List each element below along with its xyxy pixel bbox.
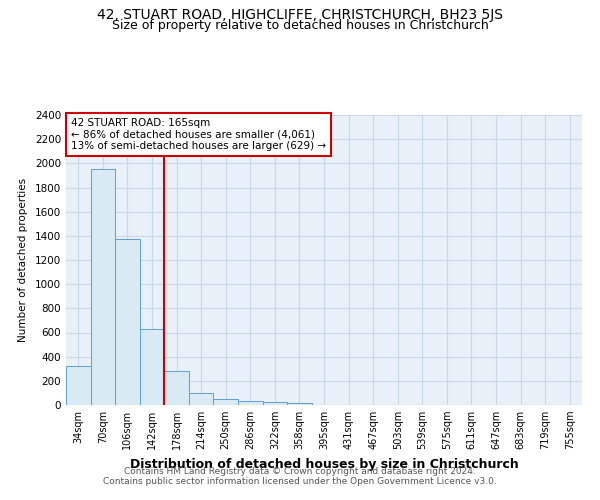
Text: Contains public sector information licensed under the Open Government Licence v3: Contains public sector information licen… xyxy=(103,477,497,486)
X-axis label: Distribution of detached houses by size in Christchurch: Distribution of detached houses by size … xyxy=(130,458,518,470)
Text: 42 STUART ROAD: 165sqm
← 86% of detached houses are smaller (4,061)
13% of semi-: 42 STUART ROAD: 165sqm ← 86% of detached… xyxy=(71,118,326,151)
Bar xyxy=(238,402,263,405)
Text: 42, STUART ROAD, HIGHCLIFFE, CHRISTCHURCH, BH23 5JS: 42, STUART ROAD, HIGHCLIFFE, CHRISTCHURC… xyxy=(97,8,503,22)
Bar xyxy=(115,240,140,405)
Y-axis label: Number of detached properties: Number of detached properties xyxy=(18,178,28,342)
Bar xyxy=(214,399,238,405)
Text: Size of property relative to detached houses in Christchurch: Size of property relative to detached ho… xyxy=(112,18,488,32)
Bar xyxy=(164,370,189,405)
Bar xyxy=(263,402,287,405)
Bar xyxy=(66,366,91,405)
Bar xyxy=(140,329,164,405)
Bar xyxy=(287,402,312,405)
Bar xyxy=(91,170,115,405)
Bar xyxy=(189,393,214,405)
Text: Contains HM Land Registry data © Crown copyright and database right 2024.: Contains HM Land Registry data © Crown c… xyxy=(124,467,476,476)
